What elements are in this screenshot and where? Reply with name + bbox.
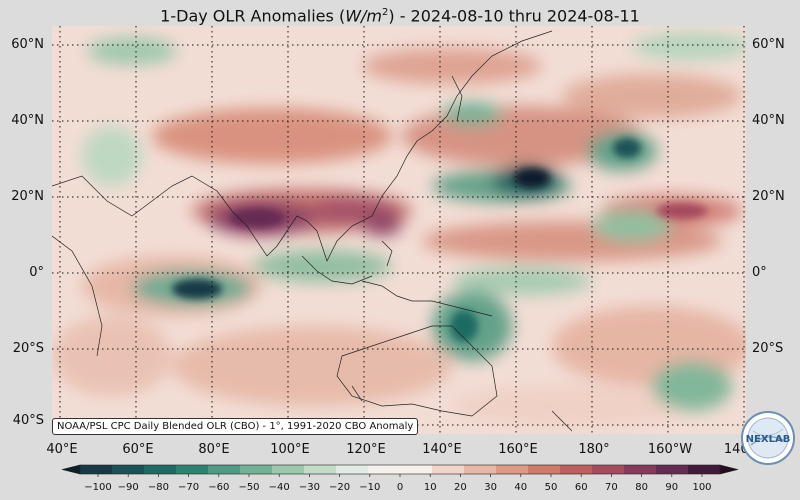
lon-label: 140°E bbox=[422, 442, 462, 457]
colorbar-cell bbox=[208, 465, 241, 474]
colorbar-cell bbox=[400, 465, 433, 474]
colorbar-tick-label: −100 bbox=[84, 482, 111, 493]
lat-label-left: 60°N bbox=[11, 37, 44, 52]
colorbar-cell bbox=[336, 465, 369, 474]
lon-label: 40°E bbox=[46, 442, 78, 457]
lat-label-left: 0° bbox=[29, 265, 44, 280]
colorbar-cell bbox=[688, 465, 721, 474]
lon-label: 120°E bbox=[346, 442, 386, 457]
lon-label: 160°E bbox=[498, 442, 538, 457]
colorbar-ticks: −100 −90 −80 −70 −60 −50 −40 −30 −20 −10 0 10 20 30 40… bbox=[84, 474, 712, 493]
colorbar-cell bbox=[240, 465, 273, 474]
lat-label-right: 20°S bbox=[752, 341, 784, 356]
colorbar-cell bbox=[592, 465, 625, 474]
lon-label: 60°E bbox=[122, 442, 154, 457]
colorbar-extend-high bbox=[719, 464, 739, 475]
title-suffix: ) - 2024-08-10 thru 2024-08-11 bbox=[388, 6, 640, 26]
colorbar-tick-label: −30 bbox=[299, 482, 320, 493]
colorbar-cell bbox=[80, 465, 113, 474]
colorbar-tick-label: −90 bbox=[118, 482, 139, 493]
title-unit-power: 2 bbox=[381, 7, 389, 18]
colorbar-tick-label: −70 bbox=[178, 482, 199, 493]
title-unit: W/m bbox=[345, 6, 382, 26]
lon-label: 180° bbox=[578, 442, 610, 457]
coastlines bbox=[52, 30, 573, 432]
lat-label-left: 40°S bbox=[12, 413, 44, 428]
olr-anomaly-map bbox=[52, 26, 746, 434]
colorbar-tick-label: 60 bbox=[575, 482, 588, 493]
colorbar-cell bbox=[272, 465, 305, 474]
colorbar-tick-label: 50 bbox=[545, 482, 558, 493]
lat-label-right: 0° bbox=[752, 265, 767, 280]
colorbar-cell bbox=[112, 465, 145, 474]
colorbar-cell bbox=[624, 465, 657, 474]
colorbar-tick-label: −40 bbox=[269, 482, 290, 493]
colorbar-cell bbox=[528, 465, 561, 474]
colorbar-tick-label: 70 bbox=[605, 482, 618, 493]
lon-label: 100°E bbox=[270, 442, 310, 457]
lat-label-left: 40°N bbox=[11, 113, 44, 128]
colorbar-cell bbox=[368, 465, 401, 474]
title-prefix: 1-Day OLR Anomalies ( bbox=[160, 6, 346, 26]
colorbar-tick-label: 40 bbox=[514, 482, 527, 493]
colorbar-cell bbox=[560, 465, 593, 474]
colorbar-cell bbox=[144, 465, 177, 474]
colorbar-cell bbox=[304, 465, 337, 474]
colorbar-tick-label: 10 bbox=[424, 482, 437, 493]
lat-label-right: 60°N bbox=[752, 37, 785, 52]
lat-label-left: 20°N bbox=[11, 189, 44, 204]
colorbar-tick-label: −20 bbox=[329, 482, 350, 493]
colorbar-tick-label: 30 bbox=[484, 482, 497, 493]
colorbar-tick-label: 0 bbox=[397, 482, 403, 493]
colorbar-extend-low bbox=[61, 464, 81, 475]
svg-text:NEXLAB: NEXLAB bbox=[746, 434, 791, 445]
colorbar-cell bbox=[656, 465, 689, 474]
colorbar: −100 −90 −80 −70 −60 −50 −40 −30 −20 −10 0 10 20 30 40… bbox=[61, 464, 739, 493]
colorbar-tick-label: −50 bbox=[238, 482, 259, 493]
colorbar-tick-label: −10 bbox=[359, 482, 380, 493]
colorbar-cell bbox=[464, 465, 497, 474]
map-title: 1-Day OLR Anomalies (W/m2) - 2024-08-10 … bbox=[0, 0, 800, 26]
colorbar-tick-label: 20 bbox=[454, 482, 467, 493]
colorbar-cell bbox=[176, 465, 209, 474]
colorbar-tick-label: 80 bbox=[635, 482, 648, 493]
colorbar-cells bbox=[61, 464, 739, 475]
colorbar-cell bbox=[496, 465, 529, 474]
colorbar-tick-label: 100 bbox=[692, 482, 711, 493]
lat-label-left: 20°S bbox=[12, 341, 44, 356]
lon-label: 80°E bbox=[198, 442, 230, 457]
data-source-credit: NOAA/PSL CPC Daily Blended OLR (CBO) - 1… bbox=[52, 418, 419, 435]
nexlab-logo: NEXLAB bbox=[741, 411, 795, 465]
anomaly-field bbox=[52, 26, 746, 434]
colorbar-cell bbox=[432, 465, 465, 474]
colorbar-tick-label: −60 bbox=[208, 482, 229, 493]
colorbar-tick-label: −80 bbox=[148, 482, 169, 493]
lon-label: 160°W bbox=[647, 442, 693, 457]
colorbar-tick-label: 90 bbox=[665, 482, 678, 493]
lat-label-right: 20°N bbox=[752, 189, 785, 204]
lat-label-right: 40°N bbox=[752, 113, 785, 128]
